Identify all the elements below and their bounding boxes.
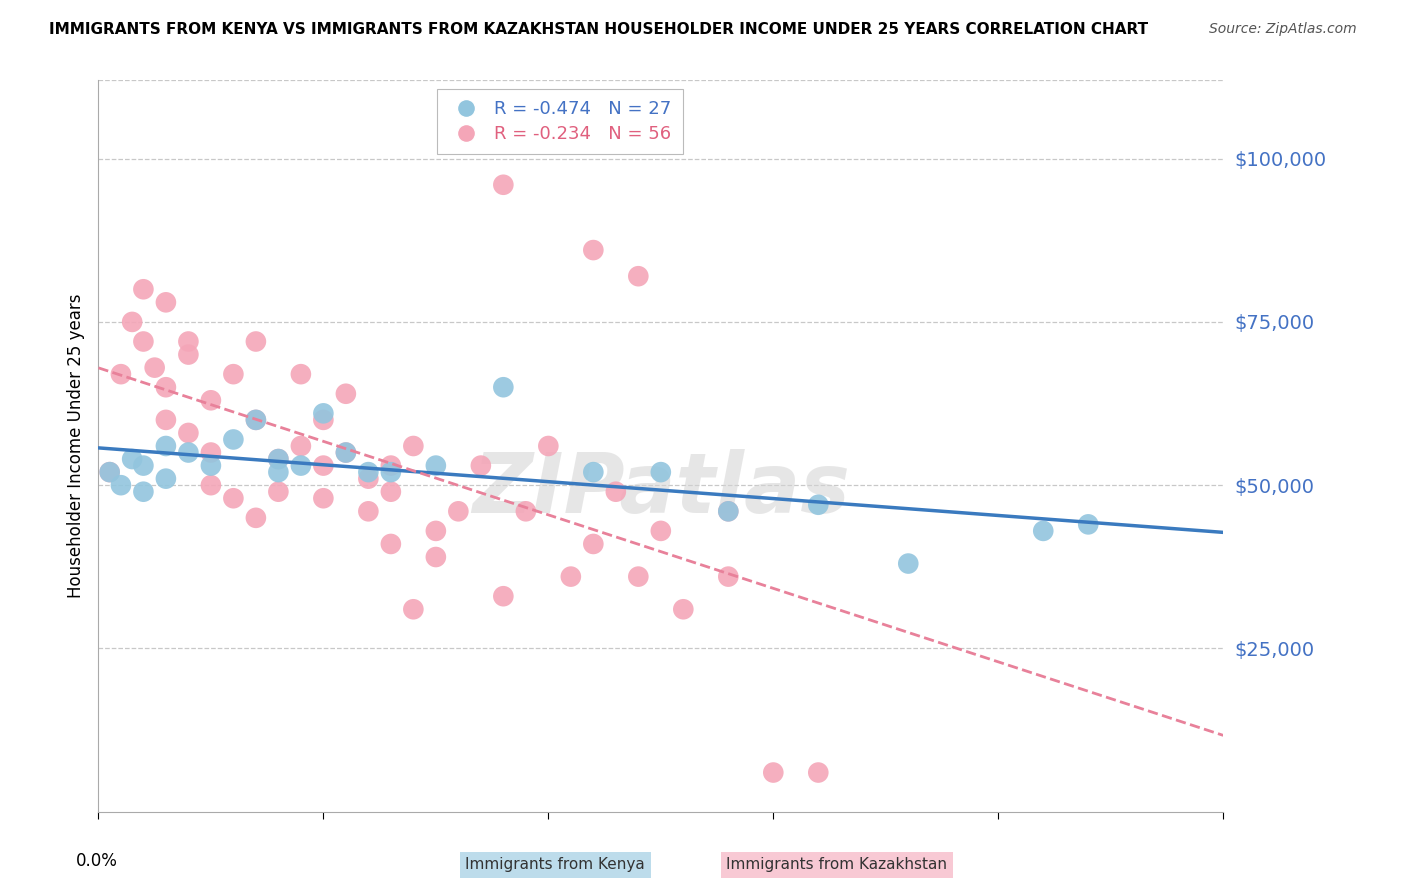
Point: [627, 269, 650, 284]
Text: IMMIGRANTS FROM KENYA VS IMMIGRANTS FROM KAZAKHSTAN HOUSEHOLDER INCOME UNDER 25 : IMMIGRANTS FROM KENYA VS IMMIGRANTS FROM…: [49, 22, 1149, 37]
Point: [897, 557, 920, 571]
Point: [132, 282, 155, 296]
Point: [1077, 517, 1099, 532]
Point: [267, 452, 290, 467]
Point: [335, 386, 357, 401]
Point: [121, 452, 143, 467]
Point: [290, 458, 312, 473]
Point: [312, 458, 335, 473]
Point: [627, 569, 650, 583]
Point: [177, 347, 200, 362]
Point: [650, 465, 672, 479]
Point: [222, 491, 245, 506]
Point: [672, 602, 695, 616]
Point: [110, 478, 132, 492]
Point: [425, 458, 447, 473]
Point: [312, 491, 335, 506]
Point: [222, 433, 245, 447]
Point: [762, 765, 785, 780]
Point: [582, 537, 605, 551]
Point: [357, 465, 380, 479]
Point: [177, 334, 200, 349]
Point: [357, 504, 380, 518]
Point: [492, 178, 515, 192]
Point: [335, 445, 357, 459]
Point: [717, 504, 740, 518]
Point: [605, 484, 627, 499]
Point: [380, 465, 402, 479]
Point: [650, 524, 672, 538]
Point: [110, 367, 132, 381]
Point: [245, 413, 267, 427]
Point: [335, 445, 357, 459]
Point: [312, 413, 335, 427]
Point: [121, 315, 143, 329]
Point: [267, 484, 290, 499]
Y-axis label: Householder Income Under 25 years: Householder Income Under 25 years: [66, 293, 84, 599]
Point: [132, 458, 155, 473]
Text: Source: ZipAtlas.com: Source: ZipAtlas.com: [1209, 22, 1357, 37]
Point: [155, 439, 177, 453]
Point: [132, 484, 155, 499]
Point: [312, 406, 335, 420]
Point: [357, 472, 380, 486]
Point: [402, 439, 425, 453]
Point: [582, 243, 605, 257]
Point: [245, 334, 267, 349]
Point: [492, 589, 515, 603]
Point: [155, 413, 177, 427]
Point: [200, 478, 222, 492]
Legend: R = -0.474   N = 27, R = -0.234   N = 56: R = -0.474 N = 27, R = -0.234 N = 56: [437, 89, 682, 154]
Point: [402, 602, 425, 616]
Point: [807, 498, 830, 512]
Point: [807, 765, 830, 780]
Point: [380, 537, 402, 551]
Point: [143, 360, 166, 375]
Point: [200, 393, 222, 408]
Point: [447, 504, 470, 518]
Point: [380, 484, 402, 499]
Point: [515, 504, 537, 518]
Text: Immigrants from Kenya: Immigrants from Kenya: [465, 857, 645, 872]
Point: [98, 465, 121, 479]
Point: [717, 504, 740, 518]
Point: [132, 334, 155, 349]
Point: [290, 367, 312, 381]
Point: [200, 458, 222, 473]
Point: [267, 452, 290, 467]
Point: [177, 445, 200, 459]
Point: [177, 425, 200, 440]
Text: ZIPatlas: ZIPatlas: [472, 450, 849, 531]
Point: [267, 465, 290, 479]
Point: [582, 465, 605, 479]
Point: [470, 458, 492, 473]
Point: [425, 524, 447, 538]
Point: [155, 380, 177, 394]
Text: Immigrants from Kazakhstan: Immigrants from Kazakhstan: [725, 857, 948, 872]
Point: [717, 569, 740, 583]
Point: [425, 549, 447, 564]
Point: [155, 295, 177, 310]
Point: [560, 569, 582, 583]
Point: [222, 367, 245, 381]
Point: [155, 472, 177, 486]
Point: [380, 458, 402, 473]
Point: [492, 380, 515, 394]
Point: [245, 511, 267, 525]
Point: [537, 439, 560, 453]
Point: [200, 445, 222, 459]
Point: [245, 413, 267, 427]
Point: [290, 439, 312, 453]
Point: [98, 465, 121, 479]
Text: 0.0%: 0.0%: [76, 852, 118, 870]
Point: [1032, 524, 1054, 538]
